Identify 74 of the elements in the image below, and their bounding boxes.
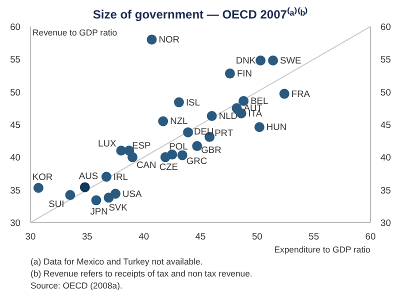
point [279,88,290,99]
point [206,111,217,121]
annotation: SWE [280,55,302,66]
annotation: ESP [132,140,151,151]
y2-tick-label: 50 [380,87,391,98]
point [183,127,194,138]
point [238,96,249,106]
annotation: BEL [250,96,268,106]
y-tick-label: 55 [10,54,21,65]
point [110,188,120,199]
point [256,55,266,66]
annotation: HUN [266,122,287,132]
annotation: SVK [108,202,128,213]
annotation: CZE [159,162,178,172]
point [146,34,157,45]
y-tick-label: 30 [10,218,21,228]
x-tick-label: 55 [308,232,320,242]
point [33,182,44,193]
y-tick-label: 60 [10,22,21,32]
annotation: CAN [136,160,156,170]
y2-tick-label: 30 [380,218,391,228]
x-tick-label: 35 [82,232,92,242]
annotation: LUX [98,138,117,149]
annotation: FIN [236,68,252,79]
point [91,195,102,206]
y-tick-label: 40 [10,152,21,163]
y2-tick-label: 55 [380,54,391,65]
y2-tick-label: 60 [380,22,391,32]
annotation: GBR [201,145,222,156]
point [160,152,170,162]
x-tick-label: 60 [365,232,376,242]
point [254,122,264,132]
annotation: KOR [32,172,53,182]
x-tick-label: 30 [25,232,36,242]
point [101,172,112,182]
text: (a) Data for Mexico and Turkey not available. [30,256,203,266]
point [177,150,188,160]
annotation: IRL [113,172,128,182]
annotation: FRA [291,88,311,99]
annotation: NZL [170,116,188,126]
annotation: DEU [194,126,214,136]
y2-tick-label: 45 [380,120,391,130]
annotation: NOR [158,34,180,45]
point [268,55,278,66]
y2-tick-label: 35 [380,185,391,196]
y-tick-label: 35 [10,185,21,196]
point [65,190,76,200]
y-tick-label: 50 [10,87,21,98]
y-tick-label: 45 [10,120,21,130]
annotation: JPN [90,206,108,216]
point [224,68,235,79]
annotation: AUS [78,171,98,182]
annotation: ISL [186,97,200,108]
point [128,152,138,162]
x-tick-label: 50 [252,232,262,242]
x-tick-label: 40 [138,232,150,242]
point [174,97,184,108]
chart-title: Size of government — OECD 2007⁽ᵃ⁾⁽ᵇ⁾ [92,6,308,22]
annotation: DNK [236,55,256,66]
annotation: GRC [186,156,208,166]
source-note: Source: OECD (2008a). [30,280,122,290]
text: (b) Revenue refers to receipts of tax and non tax revenue. [30,268,252,278]
point [192,141,202,152]
annotation: USA [122,188,142,199]
y2-tick-label: 40 [380,152,391,163]
annotation: NLD [218,111,238,122]
annotation: POL [169,142,188,152]
y-axis-title: Revenue to GDP ratio [32,28,118,38]
x-tick-label: 45 [195,232,206,242]
point [158,116,168,126]
x-axis-title: Expenditure to GDP ratio [274,244,371,254]
annotation: SUI [48,199,64,210]
point [80,182,90,192]
annotation: PRT [214,128,234,138]
